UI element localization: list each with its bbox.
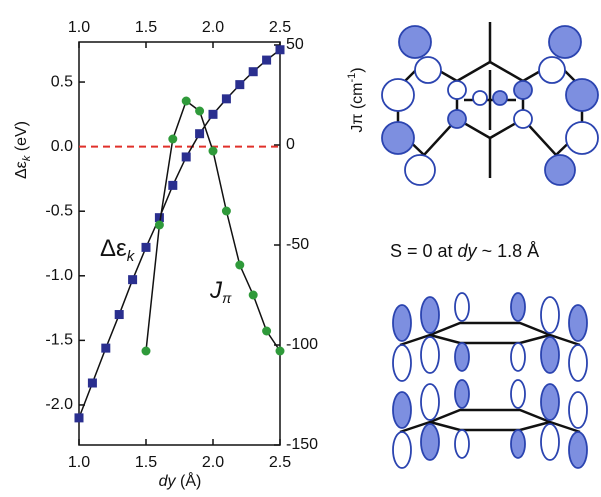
marker: [115, 310, 124, 319]
y2-tick-label: -150: [286, 436, 318, 453]
marker: [182, 97, 191, 106]
x-tick-label-top: 1.0: [68, 19, 90, 36]
marker: [75, 413, 84, 422]
marker: [276, 347, 285, 356]
y2-tick-label: 50: [286, 36, 304, 53]
marker: [88, 379, 97, 388]
series-label: Jπ: [209, 277, 232, 305]
marker: [195, 107, 204, 116]
marker: [182, 152, 191, 161]
x-tick-label-top: 2.0: [202, 19, 224, 36]
marker: [128, 275, 137, 284]
x-tick-label: 1.0: [68, 454, 90, 471]
y-tick-label: -2.0: [45, 396, 73, 413]
marker: [249, 67, 258, 76]
marker: [168, 135, 177, 144]
marker: [209, 110, 218, 119]
x-tick-label: 1.5: [135, 454, 157, 471]
marker: [222, 94, 231, 103]
series-line: [79, 50, 280, 418]
x-tick-label: 2.0: [202, 454, 224, 471]
y-axis-label: Δεk (eV): [13, 121, 33, 179]
y-tick-label: 0.0: [51, 138, 73, 155]
marker: [235, 261, 244, 270]
marker: [195, 129, 204, 138]
marker: [262, 327, 271, 336]
marker: [249, 291, 258, 300]
y2-axis-label: Jπ (cm-1): [346, 67, 366, 132]
marker: [235, 80, 244, 89]
x-tick-label-top: 1.5: [135, 19, 157, 36]
marker: [168, 181, 177, 190]
series-line: [146, 101, 280, 351]
x-tick-label-top: 2.5: [269, 19, 291, 36]
marker: [155, 221, 164, 230]
y-tick-label: 0.5: [51, 73, 73, 90]
y-tick-label: -1.0: [45, 267, 73, 284]
y2-tick-label: 0: [286, 136, 295, 153]
x-axis-label: dy (Å): [159, 471, 202, 490]
figure: S = 0 at dy ~ 1.8 Å dy (Å) Δεk (eV) Jπ (…: [0, 0, 601, 497]
marker: [276, 45, 285, 54]
series-label: Δεk: [100, 235, 136, 265]
marker: [262, 56, 271, 65]
marker: [209, 147, 218, 156]
y-tick-label: -1.5: [45, 332, 73, 349]
side-caption: S = 0 at dy ~ 1.8 Å: [390, 241, 539, 261]
y2-tick-label: -100: [286, 336, 318, 353]
marker: [222, 207, 231, 216]
y-tick-label: -0.5: [45, 202, 73, 219]
marker: [101, 344, 110, 353]
marker: [142, 243, 151, 252]
marker: [142, 347, 151, 356]
y2-tick-label: -50: [286, 236, 309, 253]
x-tick-label: 2.5: [269, 454, 291, 471]
